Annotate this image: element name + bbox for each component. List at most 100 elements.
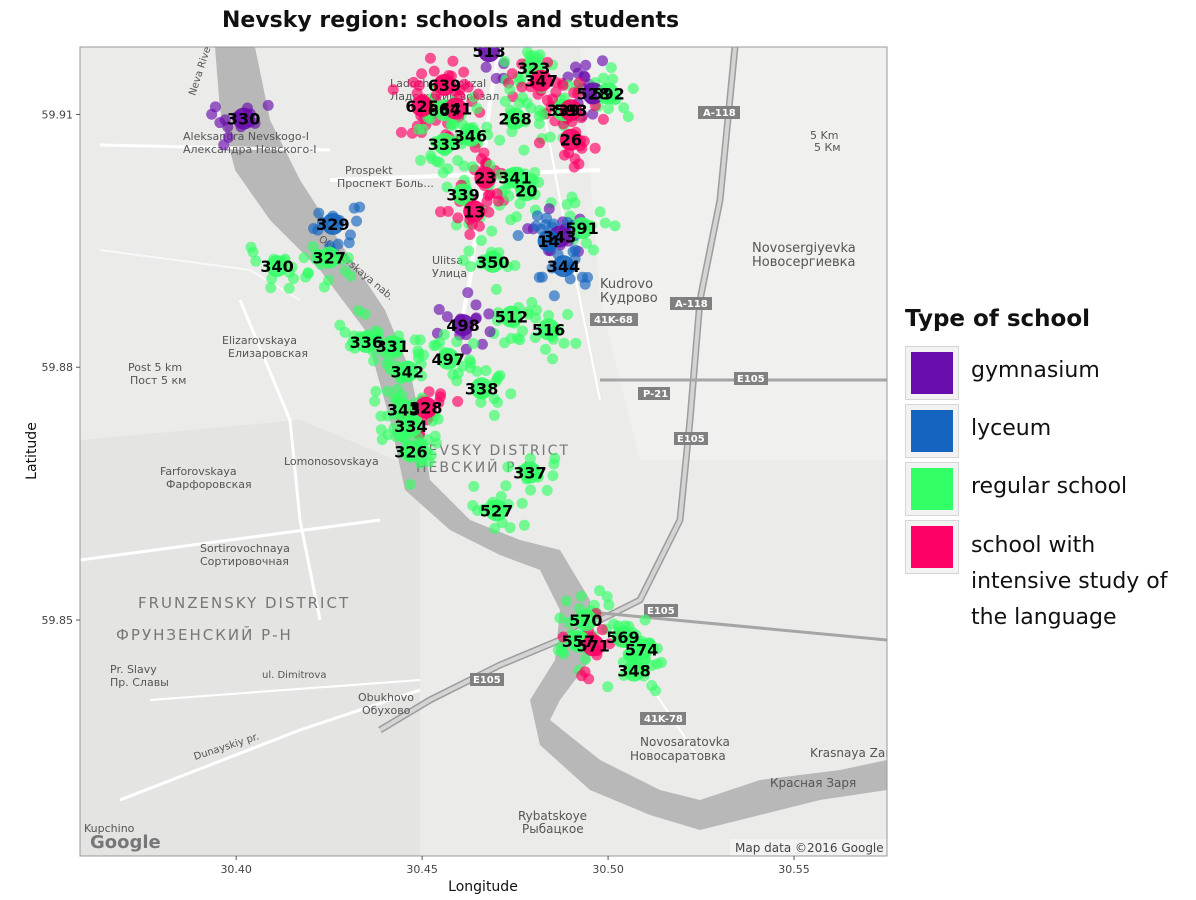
student-point bbox=[491, 188, 503, 200]
student-point bbox=[339, 326, 351, 338]
map-label: Александра Невского-I bbox=[183, 143, 316, 156]
student-point bbox=[475, 234, 487, 246]
student-point bbox=[472, 88, 484, 100]
student-point bbox=[433, 156, 445, 168]
student-point bbox=[530, 312, 542, 324]
school-point bbox=[537, 318, 560, 341]
x-tick-label: 30.50 bbox=[592, 863, 624, 876]
student-point bbox=[475, 34, 486, 45]
school-label: 331 bbox=[376, 337, 409, 356]
student-point bbox=[332, 238, 344, 250]
map-label: Rybatskoye bbox=[518, 809, 587, 823]
river bbox=[215, 47, 887, 830]
school-label: 337 bbox=[513, 464, 546, 483]
student-point bbox=[599, 217, 611, 229]
student-point bbox=[543, 309, 555, 321]
student-point bbox=[451, 336, 463, 348]
school-label: 330 bbox=[227, 110, 260, 129]
student-point bbox=[570, 61, 582, 73]
school-point bbox=[232, 107, 255, 130]
student-point bbox=[415, 358, 427, 370]
school-label: 326 bbox=[394, 443, 427, 462]
student-point bbox=[376, 434, 388, 446]
map-label: Sortirovochnaya bbox=[200, 542, 290, 555]
student-point bbox=[579, 278, 591, 290]
student-point bbox=[461, 21, 472, 32]
student-point bbox=[468, 337, 480, 349]
student-point bbox=[432, 413, 444, 425]
map-label: Prospekt bbox=[345, 164, 393, 177]
road-shield: E105 bbox=[647, 606, 675, 617]
map-attribution: Map data ©2016 Google bbox=[735, 841, 884, 855]
school-label: 639 bbox=[428, 76, 461, 95]
student-point bbox=[458, 160, 470, 172]
student-point bbox=[351, 215, 363, 227]
student-point bbox=[570, 337, 582, 349]
school-point bbox=[504, 107, 527, 130]
student-point bbox=[514, 334, 526, 346]
student-point bbox=[417, 123, 429, 135]
y-tick-label: 59.91 bbox=[42, 108, 74, 121]
map-label: Aleksandra Nevskogo-I bbox=[183, 130, 309, 143]
google-logo: Google bbox=[90, 832, 161, 853]
school-point bbox=[611, 625, 634, 648]
student-point bbox=[541, 484, 553, 496]
student-point bbox=[557, 631, 569, 643]
map-label: Пр. Славы bbox=[110, 676, 169, 689]
student-point bbox=[250, 255, 262, 267]
legend-key bbox=[905, 404, 959, 458]
student-point bbox=[594, 206, 606, 218]
student-point bbox=[404, 478, 416, 490]
student-point bbox=[504, 24, 515, 35]
school-point bbox=[481, 250, 504, 273]
school-point bbox=[459, 124, 482, 147]
student-point bbox=[414, 457, 426, 469]
student-point bbox=[576, 670, 588, 682]
map-label: Красная Заря bbox=[770, 776, 856, 790]
student-point bbox=[424, 113, 436, 125]
student-point bbox=[557, 79, 569, 91]
student-point bbox=[209, 101, 221, 113]
student-point bbox=[286, 261, 298, 273]
student-point bbox=[618, 102, 630, 114]
student-point bbox=[588, 244, 600, 256]
student-point bbox=[442, 163, 454, 175]
school-point bbox=[392, 398, 415, 421]
school-label: 512 bbox=[495, 308, 528, 327]
student-point bbox=[622, 111, 634, 123]
student-point bbox=[434, 206, 446, 218]
school-label: 593 bbox=[554, 101, 587, 120]
student-point bbox=[482, 30, 493, 41]
school-label: 569 bbox=[606, 628, 639, 647]
school-label: 570 bbox=[569, 611, 602, 630]
school-label: 497 bbox=[431, 350, 464, 369]
student-point bbox=[557, 118, 569, 130]
map-label: FRUNZENSKY DISTRICT bbox=[138, 594, 350, 612]
student-point bbox=[422, 434, 434, 446]
student-point bbox=[468, 480, 480, 492]
school-label: 557 bbox=[562, 632, 595, 651]
student-point bbox=[452, 212, 464, 224]
map-label: Obukhovo bbox=[358, 691, 414, 704]
student-point bbox=[544, 131, 556, 143]
student-point bbox=[486, 225, 498, 237]
student-point bbox=[529, 332, 541, 344]
student-point bbox=[580, 59, 592, 71]
school-label: 343 bbox=[543, 228, 576, 247]
x-tick-label: 30.40 bbox=[220, 863, 252, 876]
x-tick-label: 30.45 bbox=[406, 863, 438, 876]
student-point bbox=[425, 449, 437, 461]
student-point bbox=[569, 153, 581, 165]
student-point bbox=[596, 624, 608, 636]
student-point bbox=[352, 305, 364, 317]
school-point bbox=[500, 305, 523, 328]
plot-area: Ladozhsky vokzal Ладожский вокзал Aleksa… bbox=[24, 21, 888, 895]
student-point bbox=[575, 590, 587, 602]
student-point bbox=[382, 410, 394, 422]
student-point bbox=[423, 386, 435, 398]
student-point bbox=[462, 287, 474, 299]
school-point bbox=[559, 99, 582, 122]
school-label: 592 bbox=[591, 84, 624, 103]
legend-item-lyceum: lyceum bbox=[905, 404, 1190, 462]
